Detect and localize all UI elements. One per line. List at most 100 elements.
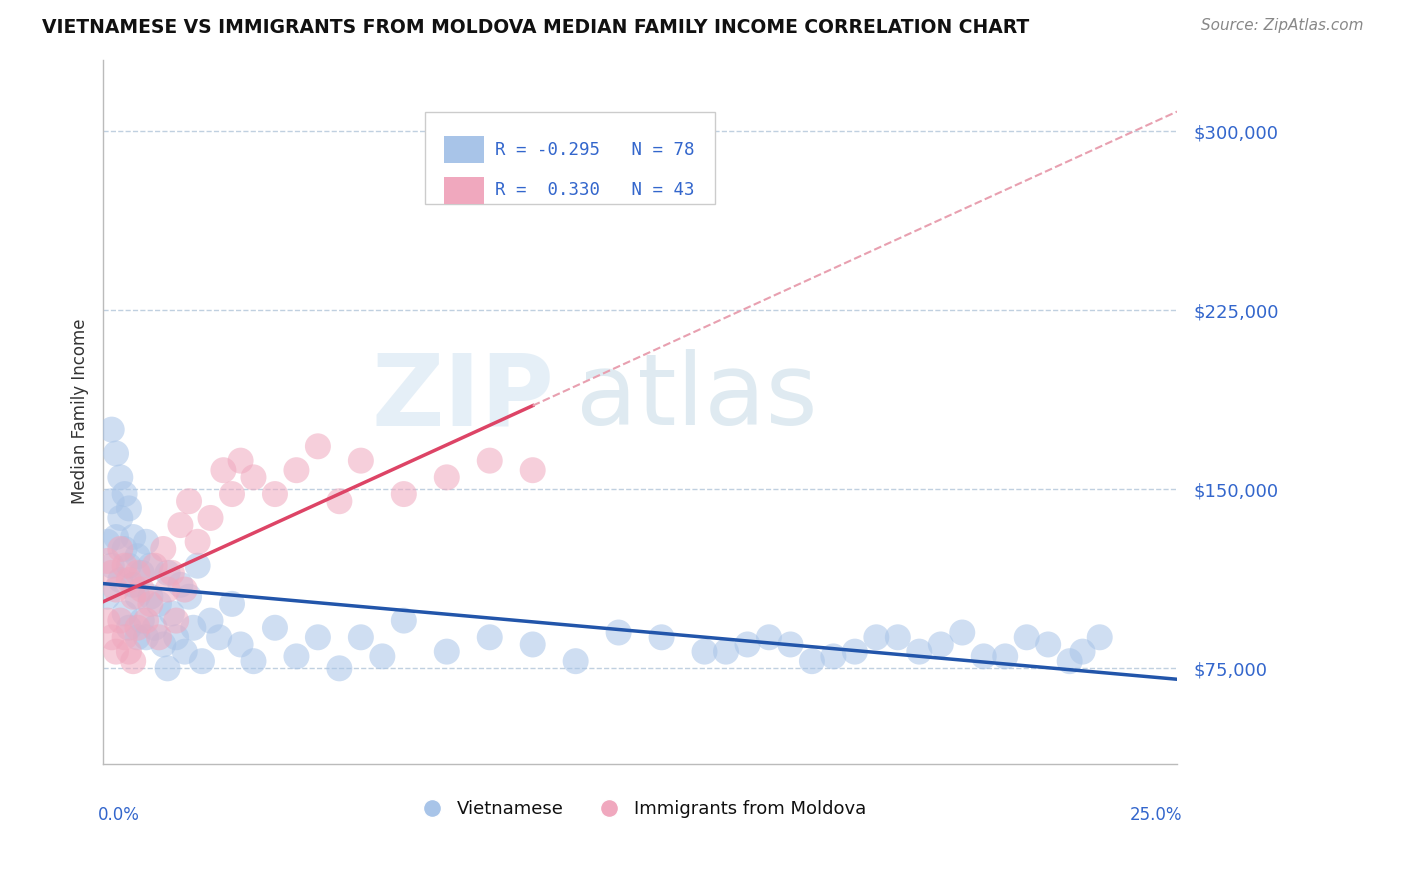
Point bbox=[114, 558, 136, 573]
Point bbox=[221, 487, 243, 501]
Y-axis label: Median Family Income: Median Family Income bbox=[72, 319, 89, 505]
Point bbox=[127, 566, 149, 580]
Point bbox=[96, 554, 118, 568]
Point bbox=[118, 558, 141, 573]
Point bbox=[973, 649, 995, 664]
Point bbox=[758, 630, 780, 644]
Point bbox=[307, 439, 329, 453]
Point bbox=[139, 597, 162, 611]
Point bbox=[187, 534, 209, 549]
Point bbox=[779, 637, 801, 651]
Text: ZIP: ZIP bbox=[371, 349, 554, 446]
Point bbox=[1059, 654, 1081, 668]
Bar bbox=[443, 177, 485, 203]
Point bbox=[607, 625, 630, 640]
Point bbox=[177, 590, 200, 604]
Point bbox=[221, 597, 243, 611]
Point bbox=[285, 649, 308, 664]
Point bbox=[200, 614, 222, 628]
Text: R = -0.295   N = 78: R = -0.295 N = 78 bbox=[495, 141, 695, 159]
Point bbox=[371, 649, 394, 664]
Point bbox=[242, 470, 264, 484]
Point bbox=[737, 637, 759, 651]
Point bbox=[152, 541, 174, 556]
Point bbox=[110, 511, 132, 525]
Point bbox=[114, 607, 136, 621]
Point bbox=[1088, 630, 1111, 644]
Point bbox=[148, 597, 170, 611]
Point bbox=[307, 630, 329, 644]
Point bbox=[212, 463, 235, 477]
Point bbox=[908, 645, 931, 659]
Point bbox=[131, 614, 153, 628]
Point bbox=[693, 645, 716, 659]
Point bbox=[200, 511, 222, 525]
Point bbox=[96, 534, 118, 549]
Point bbox=[285, 463, 308, 477]
Point bbox=[118, 573, 141, 587]
Point bbox=[350, 630, 373, 644]
Point bbox=[135, 534, 157, 549]
Point bbox=[143, 558, 166, 573]
Point bbox=[131, 582, 153, 597]
Point bbox=[143, 621, 166, 635]
Point bbox=[110, 614, 132, 628]
Point bbox=[131, 566, 153, 580]
Point bbox=[950, 625, 973, 640]
Point bbox=[122, 590, 145, 604]
Point bbox=[478, 453, 501, 467]
Text: Source: ZipAtlas.com: Source: ZipAtlas.com bbox=[1201, 18, 1364, 33]
Point bbox=[173, 582, 195, 597]
Point bbox=[651, 630, 673, 644]
Point bbox=[127, 630, 149, 644]
Point bbox=[242, 654, 264, 668]
Point bbox=[122, 578, 145, 592]
Point bbox=[127, 549, 149, 563]
Point bbox=[887, 630, 910, 644]
Point bbox=[800, 654, 823, 668]
Point bbox=[160, 566, 183, 580]
Text: VIETNAMESE VS IMMIGRANTS FROM MOLDOVA MEDIAN FAMILY INCOME CORRELATION CHART: VIETNAMESE VS IMMIGRANTS FROM MOLDOVA ME… bbox=[42, 18, 1029, 37]
Point bbox=[110, 573, 132, 587]
Bar bbox=[443, 136, 485, 163]
Point bbox=[177, 494, 200, 508]
Point bbox=[564, 654, 586, 668]
Point bbox=[264, 487, 287, 501]
Point bbox=[118, 501, 141, 516]
Point bbox=[152, 637, 174, 651]
Point bbox=[122, 530, 145, 544]
Point bbox=[96, 590, 118, 604]
Point bbox=[522, 637, 544, 651]
Point bbox=[114, 630, 136, 644]
Point bbox=[122, 654, 145, 668]
Point bbox=[127, 621, 149, 635]
Point bbox=[187, 558, 209, 573]
Point bbox=[105, 530, 128, 544]
Point bbox=[96, 614, 118, 628]
Point bbox=[105, 582, 128, 597]
Point bbox=[100, 558, 122, 573]
Point bbox=[160, 607, 183, 621]
Point bbox=[139, 558, 162, 573]
Point bbox=[436, 645, 458, 659]
Point bbox=[114, 541, 136, 556]
Point bbox=[110, 541, 132, 556]
Point bbox=[264, 621, 287, 635]
Point bbox=[105, 446, 128, 460]
Point bbox=[156, 566, 179, 580]
Point bbox=[1071, 645, 1094, 659]
Point bbox=[100, 494, 122, 508]
Point bbox=[392, 487, 415, 501]
Point bbox=[156, 582, 179, 597]
Point bbox=[100, 423, 122, 437]
Point bbox=[100, 630, 122, 644]
Point bbox=[165, 630, 187, 644]
Point bbox=[127, 590, 149, 604]
Point bbox=[328, 494, 350, 508]
FancyBboxPatch shape bbox=[425, 112, 716, 204]
Text: R =  0.330   N = 43: R = 0.330 N = 43 bbox=[495, 181, 695, 199]
Point bbox=[436, 470, 458, 484]
Point bbox=[844, 645, 866, 659]
Point bbox=[714, 645, 737, 659]
Point bbox=[522, 463, 544, 477]
